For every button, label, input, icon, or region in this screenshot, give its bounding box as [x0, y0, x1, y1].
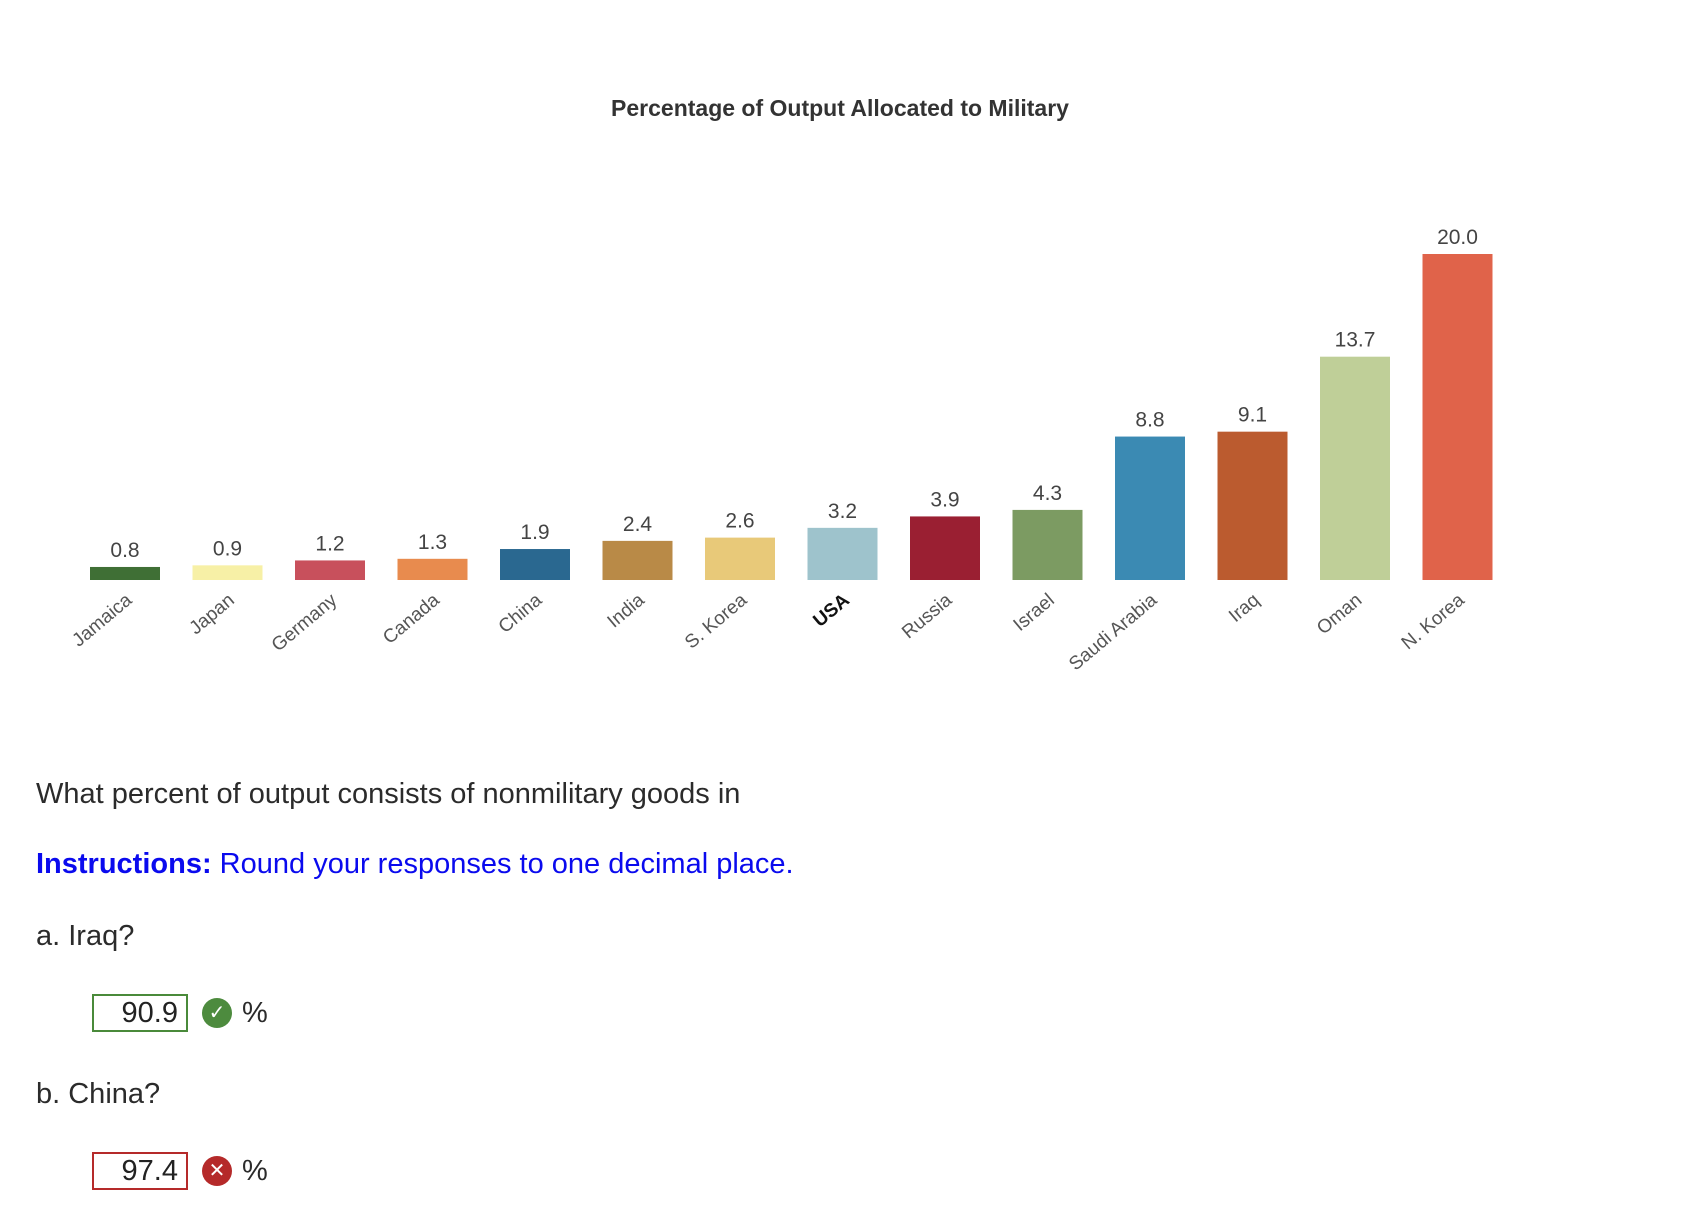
category-label: Jamaica — [69, 589, 137, 651]
category-label: China — [495, 589, 547, 637]
bar-japan — [192, 565, 263, 580]
value-label: 1.3 — [418, 531, 447, 554]
value-label: 8.8 — [1135, 409, 1164, 432]
category-label: Canada — [379, 589, 444, 648]
value-label: 0.8 — [110, 539, 139, 562]
part-a-label: a. Iraq? — [36, 920, 135, 952]
bar-oman — [1320, 356, 1390, 580]
category-label: Iraq — [1225, 590, 1264, 627]
value-label: 2.4 — [623, 513, 653, 536]
category-label: Russia — [898, 589, 956, 643]
value-label: 1.9 — [520, 521, 549, 544]
bar-russia — [910, 516, 980, 580]
answer-b-input[interactable] — [92, 1152, 188, 1190]
category-label: USA — [809, 590, 853, 632]
answer-b-unit: % — [242, 1154, 268, 1187]
question-prompt: What percent of output consists of nonmi… — [36, 778, 741, 810]
check-circle-icon: ✓ — [202, 998, 232, 1028]
category-label: India — [604, 589, 649, 632]
chart-title: Percentage of Output Allocated to Milita… — [611, 95, 1069, 121]
bar-germany — [295, 560, 365, 580]
bar-israel — [1012, 509, 1083, 580]
answer-b-row: ✕ % — [92, 1150, 268, 1192]
value-label: 2.6 — [725, 510, 754, 533]
bar-jamaica — [90, 566, 160, 580]
bar-iraq — [1217, 431, 1288, 580]
value-label: 3.2 — [828, 500, 857, 523]
x-circle-icon: ✕ — [202, 1156, 232, 1186]
bar-s-korea — [705, 537, 775, 580]
answer-a-unit: % — [242, 996, 268, 1029]
value-label: 4.3 — [1033, 482, 1062, 505]
value-label: 9.1 — [1238, 404, 1267, 427]
value-label: 20.0 — [1437, 226, 1478, 249]
military-output-chart: Percentage of Output Allocated to Milita… — [40, 60, 1680, 720]
bar-china — [500, 549, 570, 580]
bar-canada — [397, 558, 468, 580]
value-label: 0.9 — [213, 537, 242, 560]
category-label: S. Korea — [681, 589, 751, 653]
bar-usa — [807, 527, 878, 580]
bar-chart-svg: Percentage of Output Allocated to Milita… — [69, 95, 1493, 675]
value-label: 3.9 — [930, 488, 959, 511]
category-label: Israel — [1010, 590, 1059, 636]
instructions-label: Instructions: — [36, 848, 212, 880]
instructions-text: Round your responses to one decimal plac… — [211, 848, 794, 880]
bar-india — [602, 540, 673, 580]
answer-a-input[interactable] — [92, 994, 188, 1032]
category-label: N. Korea — [1398, 589, 1469, 654]
value-label: 13.7 — [1335, 329, 1376, 352]
part-b-label: b. China? — [36, 1078, 161, 1110]
category-label: Germany — [268, 589, 342, 656]
bar-n-korea — [1422, 254, 1493, 580]
category-label: Saudi Arabia — [1065, 589, 1161, 675]
answer-a-row: ✓ % — [92, 992, 268, 1034]
instructions: Instructions: Round your responses to on… — [36, 848, 794, 881]
category-label: Japan — [186, 590, 239, 639]
value-label: 1.2 — [315, 532, 344, 555]
category-label: Oman — [1313, 590, 1366, 639]
bar-saudi-arabia — [1115, 436, 1185, 580]
